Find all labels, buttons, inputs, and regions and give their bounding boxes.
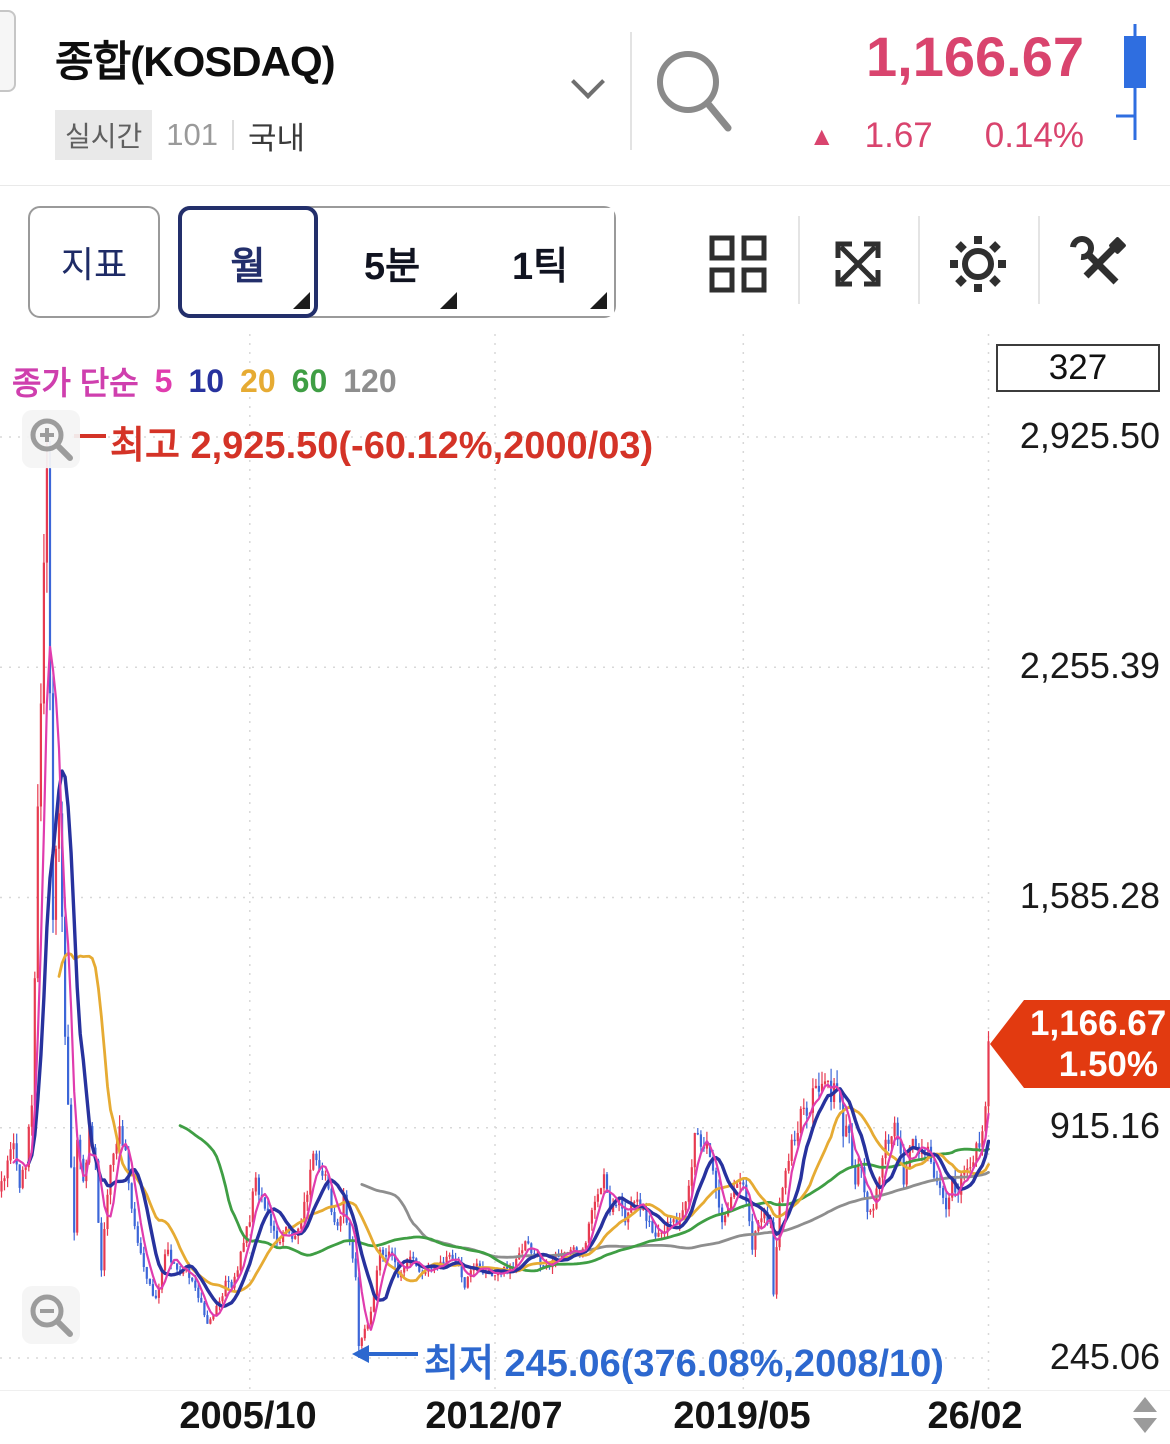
- legend-ma10: 10: [188, 362, 225, 399]
- realtime-badge: 실시간: [55, 110, 153, 160]
- chevron-down-icon: [571, 65, 605, 99]
- bar-count-box[interactable]: 327: [996, 344, 1160, 392]
- period-5min-button[interactable]: 5분: [318, 208, 466, 316]
- y-axis-label: 2,925.50: [1019, 415, 1160, 456]
- low-annotation: 최저 245.06(376.08%,2008/10): [424, 1343, 944, 1385]
- app-header: 종합(KOSDAQ) 실시간 101 국내 1,166.67 ▲ 1.67 0.…: [0, 0, 1170, 186]
- y-axis-label: 245.06: [1049, 1336, 1160, 1377]
- y-axis-label: 915.16: [1049, 1105, 1160, 1146]
- zoom-out-button[interactable]: [22, 1286, 80, 1344]
- x-axis-label: 2012/07: [425, 1395, 563, 1437]
- drawing-tools-button[interactable]: [1066, 232, 1130, 296]
- price-chart-svg[interactable]: [0, 334, 990, 1390]
- expand-icon: [835, 241, 881, 287]
- legend-ma60: 60: [291, 362, 328, 399]
- zoom-in-button[interactable]: [22, 410, 80, 468]
- x-axis-label: 2019/05: [673, 1395, 811, 1437]
- legend-label: 종가 단순: [12, 365, 139, 401]
- search-icon: [657, 51, 732, 132]
- tools-icon: [1070, 236, 1126, 285]
- corner-triangle-icon: [440, 292, 457, 309]
- legend-ma120: 120: [343, 362, 397, 399]
- current-price-tag-value: 1,166.67: [1030, 1004, 1167, 1043]
- scale-stepper[interactable]: [1128, 1397, 1162, 1441]
- y-axis-label: 1,585.28: [1019, 875, 1160, 916]
- layout-grid-button[interactable]: [706, 232, 770, 296]
- current-price: 1,166.67: [866, 25, 1084, 88]
- header-divider: [630, 32, 632, 150]
- step-up-icon: [1133, 1397, 1157, 1412]
- high-annotation: 최고 2,925.50(-60.12%,2000/03): [110, 425, 654, 467]
- y-axis-label: 2,255.39: [1019, 645, 1160, 686]
- current-price-tag: 1,166.67 1.50%: [990, 1000, 1170, 1088]
- toolbar-divider: [1038, 216, 1040, 304]
- step-down-icon: [1133, 1418, 1157, 1433]
- corner-triangle-icon: [590, 292, 607, 309]
- corner-triangle-icon: [293, 292, 310, 309]
- low-pointer-line: [366, 1352, 418, 1356]
- zoom-in-icon: [30, 418, 73, 461]
- x-axis-label: 26/02: [927, 1395, 1023, 1437]
- search-button[interactable]: [648, 40, 740, 144]
- side-drawer-handle[interactable]: [0, 10, 16, 92]
- legend-ma20: 20: [240, 362, 276, 399]
- x-axis: 2005/10 2012/07 2019/05 26/02: [0, 1390, 1170, 1444]
- toolbar-divider: [918, 216, 920, 304]
- symbol-meta: 실시간 101 국내: [55, 110, 305, 160]
- ma-legend[interactable]: 종가 단순 5 10 20 60 120: [12, 358, 397, 404]
- gear-icon: [950, 236, 1006, 292]
- meta-divider: [232, 120, 235, 150]
- market-label: 국내: [248, 120, 306, 156]
- fullscreen-button[interactable]: [826, 232, 890, 296]
- symbol-title: 종합(KOSDAQ): [55, 38, 336, 85]
- symbol-selector[interactable]: 종합(KOSDAQ) 실시간 101 국내: [0, 0, 630, 186]
- up-triangle-icon: ▲: [808, 120, 835, 151]
- indicator-button[interactable]: 지표: [28, 206, 160, 318]
- current-price-tag-percent: 1.50%: [1058, 1045, 1158, 1084]
- settings-button[interactable]: [946, 232, 1010, 296]
- high-pointer-line: [74, 434, 106, 438]
- low-pointer-arrow-icon: [352, 1345, 369, 1363]
- change-value: 1.67: [864, 116, 933, 155]
- zoom-out-icon: [30, 1294, 73, 1337]
- period-1tick-button[interactable]: 1틱: [466, 208, 614, 316]
- grid-icon: [709, 235, 767, 293]
- x-axis-label: 2005/10: [179, 1395, 317, 1437]
- symbol-code: 101: [166, 117, 219, 152]
- candle-marker-icon: [1110, 22, 1154, 144]
- legend-ma5: 5: [154, 362, 173, 399]
- change-percent: 0.14%: [984, 116, 1084, 155]
- price-change-row: ▲ 1.67 0.14%: [809, 116, 1084, 156]
- chart-toolbar: 지표 월 5분 1틱: [0, 186, 1170, 334]
- chart-area: 종가 단순 5 10 20 60 120 327 2,925.50 2,255.…: [0, 334, 1170, 1390]
- toolbar-divider: [798, 216, 800, 304]
